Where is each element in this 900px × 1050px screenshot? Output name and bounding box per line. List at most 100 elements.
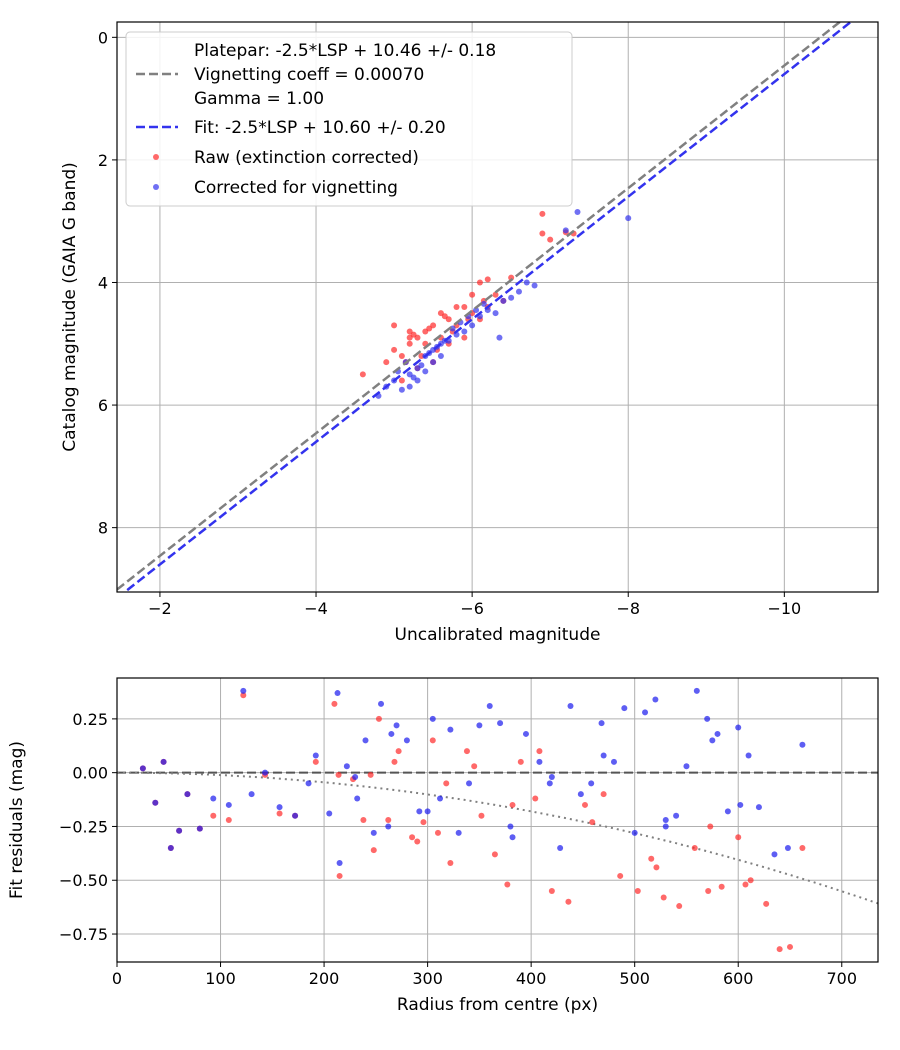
corrected-point xyxy=(416,808,423,815)
raw-point xyxy=(539,210,546,217)
raw-point xyxy=(429,737,436,744)
corrected-point xyxy=(562,227,569,234)
corrected-point xyxy=(515,288,522,295)
x-tick-label: −4 xyxy=(304,599,328,618)
corrected-point xyxy=(176,827,183,834)
raw-point xyxy=(409,834,416,841)
corrected-point xyxy=(652,696,659,703)
raw-point xyxy=(548,888,555,894)
corrected-point xyxy=(714,730,721,737)
raw-point xyxy=(581,801,588,808)
x-tick-label: 300 xyxy=(412,969,443,988)
corrected-point xyxy=(588,780,595,787)
raw-point xyxy=(799,844,806,851)
raw-point xyxy=(484,276,491,283)
corrected-point xyxy=(466,780,473,787)
corrected-point xyxy=(139,765,146,772)
corrected-point xyxy=(388,730,395,737)
corrected-point xyxy=(326,810,333,817)
corrected-point xyxy=(418,362,425,369)
corrected-point xyxy=(184,791,191,798)
platepar-line xyxy=(117,22,842,591)
corrected-point xyxy=(437,795,444,802)
corrected-point xyxy=(500,297,507,304)
y-tick-label: −0.50 xyxy=(59,871,108,890)
corrected-point xyxy=(476,722,483,729)
corrected-point xyxy=(610,758,617,765)
corrected-point xyxy=(507,823,514,830)
corrected-point xyxy=(403,737,410,744)
x-tick-label: 0 xyxy=(112,969,122,988)
corrected-point xyxy=(292,812,299,819)
raw-point xyxy=(391,322,398,329)
corrected-point xyxy=(393,722,400,729)
raw-point xyxy=(391,346,398,353)
x-tick-label: 500 xyxy=(619,969,650,988)
corrected-point xyxy=(430,359,437,366)
x-tick-label: 700 xyxy=(826,969,857,988)
raw-point xyxy=(240,692,247,699)
corrected-point xyxy=(354,795,361,802)
raw-point xyxy=(517,758,524,765)
corrected-point xyxy=(210,795,217,802)
raw-point xyxy=(463,748,470,755)
corrected-point xyxy=(523,279,530,286)
raw-point xyxy=(776,946,783,953)
calibration-chart: −2 −4 −6 −8 −10 0 2 4 6 8 Uncalibrated magnitude Ca… xyxy=(60,21,879,645)
raw-point xyxy=(461,334,468,341)
raw-point xyxy=(453,304,460,310)
raw-point xyxy=(225,817,232,823)
corrected-point xyxy=(492,310,499,317)
raw-point xyxy=(648,855,655,862)
y-tick-label: 0.25 xyxy=(72,710,108,729)
corrected-point xyxy=(225,801,232,808)
corrected-point xyxy=(362,737,369,744)
legend-raw-marker xyxy=(153,154,159,160)
corrected-point xyxy=(497,720,504,727)
corrected-point xyxy=(709,737,716,744)
raw-point xyxy=(634,888,641,894)
corrected-point xyxy=(557,844,564,851)
corrected-point xyxy=(625,215,632,222)
plot-area xyxy=(117,22,853,592)
corrected-point xyxy=(737,801,744,808)
raw-series xyxy=(359,210,577,384)
legend-platepar-label: Vignetting coeff = 0.00070 xyxy=(194,65,424,85)
corrected-point xyxy=(167,844,174,851)
raw-point xyxy=(420,819,427,826)
raw-point xyxy=(312,758,319,765)
legend-corrected-marker xyxy=(153,184,159,190)
raw-point xyxy=(331,700,338,707)
raw-point xyxy=(589,819,596,826)
x-axis-label: Radius from centre (px) xyxy=(397,995,598,1015)
corrected-point xyxy=(631,829,638,836)
corrected-point xyxy=(406,383,413,390)
raw-point xyxy=(600,791,607,798)
raw-point xyxy=(492,291,499,298)
legend-corrected-label: Corrected for vignetting xyxy=(194,178,398,198)
corrected-point xyxy=(508,294,515,301)
raw-point xyxy=(471,763,478,770)
corrected-point xyxy=(522,730,529,737)
corrected-point xyxy=(429,715,436,722)
raw-point xyxy=(359,371,366,378)
raw-point xyxy=(410,331,417,338)
corrected-point xyxy=(486,702,493,709)
y-tick-label: 0.00 xyxy=(72,764,108,783)
raw-point xyxy=(426,325,433,332)
corrected-point xyxy=(693,687,700,694)
corrected-point xyxy=(642,709,649,716)
raw-point xyxy=(335,771,342,778)
y-tick-label: 2 xyxy=(98,151,108,170)
corrected-point xyxy=(352,773,359,780)
raw-series xyxy=(139,692,806,953)
corrected-point xyxy=(336,860,343,867)
legend-platepar-label: Gamma = 1.00 xyxy=(194,89,324,109)
corrected-point xyxy=(305,780,312,787)
raw-point xyxy=(742,881,749,888)
raw-point xyxy=(705,888,712,894)
corrected-point xyxy=(567,702,574,709)
corrected-series xyxy=(375,209,632,399)
raw-point xyxy=(676,903,683,910)
